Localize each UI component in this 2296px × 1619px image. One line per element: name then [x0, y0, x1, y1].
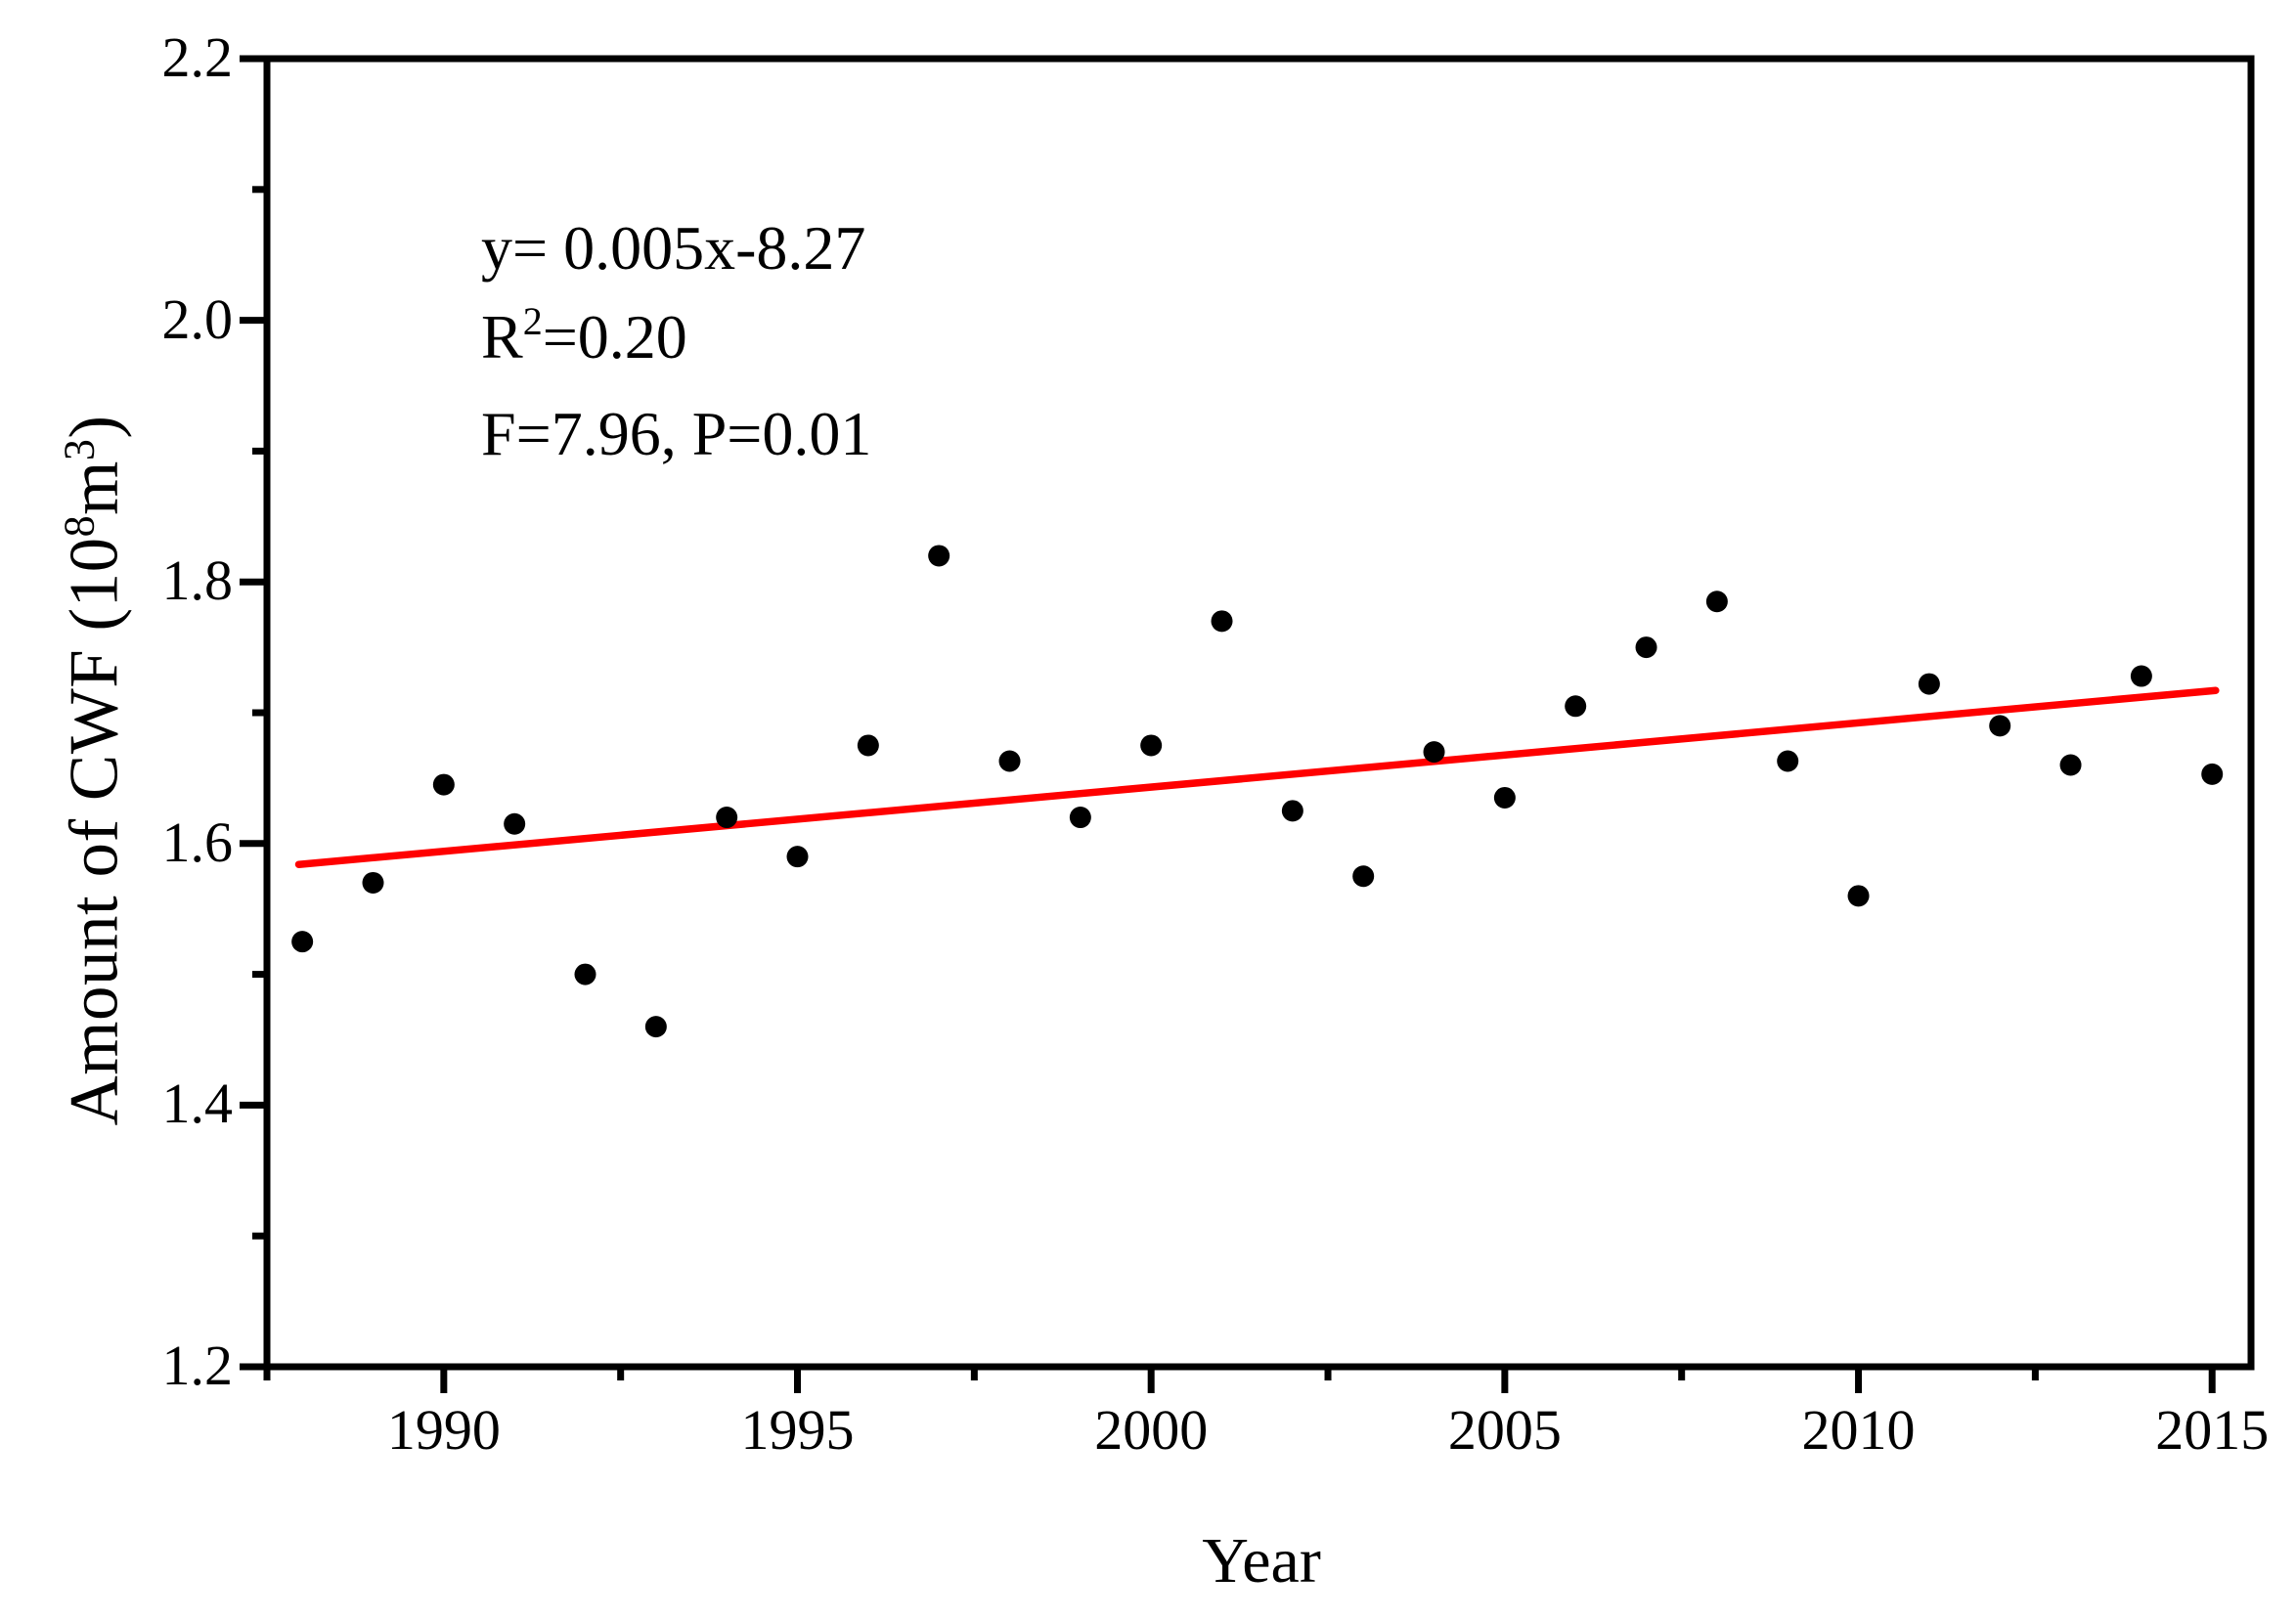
- trend-line: [294, 686, 2220, 868]
- data-point-2010: [1847, 885, 1870, 907]
- data-point-1994: [716, 807, 738, 829]
- data-point-2013: [2059, 754, 2082, 776]
- data-point-2011: [1918, 673, 1940, 695]
- data-point-1992: [574, 963, 596, 985]
- regression-annotation: y= 0.005x-8.27 R2=0.20 F=7.96, P=0.01: [481, 203, 871, 478]
- data-point-1999: [1069, 807, 1091, 829]
- data-point-2000: [1140, 734, 1163, 757]
- x-tick-label-1995: 1995: [740, 1398, 855, 1462]
- data-point-2014: [2130, 665, 2152, 687]
- data-point-1995: [786, 846, 809, 868]
- y-tick-label-2.2: 2.2: [161, 25, 234, 89]
- y-tick-label-2.0: 2.0: [161, 286, 234, 351]
- r-squared-value: =0.20: [542, 302, 687, 372]
- y-axis-title: Amount of CWF (108m3): [55, 415, 132, 1125]
- y-axis-title-unit: m: [56, 460, 133, 515]
- regression-equation: y= 0.005x-8.27: [481, 213, 866, 283]
- data-point-1988: [291, 931, 314, 953]
- data-point-1996: [857, 734, 879, 757]
- x-axis-title: Year: [1202, 1525, 1321, 1597]
- data-point-2006: [1565, 695, 1587, 718]
- x-tick-label-2005: 2005: [1447, 1398, 1562, 1462]
- y-axis-title-superscript-3: 3: [55, 438, 104, 461]
- data-point-2001: [1211, 610, 1233, 633]
- data-point-1989: [362, 871, 384, 894]
- data-point-1991: [504, 812, 526, 835]
- data-point-2004: [1423, 741, 1445, 764]
- regression-r-squared: R2=0.20: [481, 292, 871, 389]
- data-point-2015: [2201, 763, 2224, 785]
- data-point-2003: [1352, 865, 1375, 888]
- x-tick-label-2000: 2000: [1094, 1398, 1209, 1462]
- x-tick-label-1990: 1990: [386, 1398, 501, 1462]
- y-tick-label-1.8: 1.8: [161, 548, 234, 613]
- data-point-2008: [1705, 591, 1728, 613]
- y-tick-label-1.2: 1.2: [161, 1334, 234, 1397]
- y-tick-label-1.4: 1.4: [161, 1072, 234, 1136]
- y-tick-label-1.6: 1.6: [161, 810, 234, 874]
- data-point-2012: [1989, 715, 2011, 737]
- data-point-1997: [928, 545, 950, 567]
- y-axis-title-close-paren: ): [56, 415, 133, 439]
- y-axis-title-superscript-8: 8: [55, 514, 104, 538]
- r-squared-base: R: [481, 302, 523, 372]
- data-point-2002: [1281, 800, 1303, 822]
- data-point-2009: [1777, 750, 1799, 772]
- data-point-1998: [998, 750, 1021, 772]
- x-tick-label-2015: 2015: [2155, 1398, 2270, 1462]
- data-point-1993: [644, 1016, 667, 1038]
- r-squared-superscript: 2: [522, 299, 543, 343]
- data-point-2007: [1635, 636, 1657, 659]
- regression-f-p-values: F=7.96, P=0.01: [481, 399, 872, 468]
- x-tick-label-2010: 2010: [1801, 1398, 1916, 1462]
- data-point-2005: [1493, 786, 1516, 809]
- data-point-1990: [432, 773, 455, 796]
- plot-border: [263, 55, 2255, 1371]
